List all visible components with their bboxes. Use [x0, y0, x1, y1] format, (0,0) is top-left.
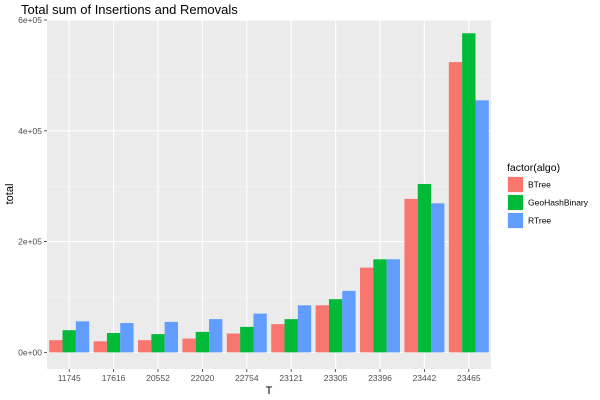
bar-BTree-20552 [138, 340, 152, 353]
y-tick-label: 4e+05 [18, 126, 42, 136]
bar-RTree-11745 [75, 321, 90, 353]
x-tick-label: 11745 [58, 373, 81, 383]
bar-BTree-11745 [49, 340, 63, 353]
x-tick-label: 22020 [191, 373, 215, 383]
bar-RTree-23121 [297, 305, 312, 353]
bar-BTree-23305 [315, 305, 329, 353]
bar-GeoHashBinary-23465 [462, 33, 476, 353]
y-axis: 0e+00 2e+05 4e+05 6e+05 [18, 15, 47, 357]
bar-BTree-23121 [271, 324, 285, 353]
x-axis: 11745 17616 20552 22020 22754 23121 23305 23396… [58, 369, 481, 383]
bar-BTree-23465 [448, 62, 463, 353]
chart-title: Total sum of Insertions and Removals [21, 2, 238, 17]
legend-swatch-GeoHashBinary [508, 195, 523, 210]
y-tick-label: 2e+05 [18, 237, 42, 247]
x-tick-label: 23305 [324, 373, 348, 383]
bar-RTree-23396 [386, 259, 400, 353]
x-tick-label: 22754 [235, 373, 259, 383]
bar-BTree-17616 [93, 341, 107, 353]
bar-RTree-23465 [475, 100, 489, 353]
bar-GeoHashBinary-22020 [195, 331, 210, 353]
bar-GeoHashBinary-23396 [373, 259, 387, 353]
legend-label-RTree: RTree [528, 216, 551, 226]
x-tick-label: 23465 [457, 373, 481, 383]
bar-GeoHashBinary-23442 [417, 183, 432, 353]
bar-RTree-22754 [253, 313, 267, 353]
bar-BTree-22020 [182, 338, 196, 353]
x-axis-title: T [266, 385, 273, 397]
x-tick-label: 17616 [102, 373, 126, 383]
bar-BTree-23442 [404, 198, 418, 353]
bar-RTree-22020 [209, 319, 223, 353]
bar-GeoHashBinary-22754 [240, 326, 254, 353]
legend-label-GeoHashBinary: GeoHashBinary [528, 198, 589, 208]
legend-label-BTree: BTree [528, 180, 551, 190]
bar-GeoHashBinary-17616 [106, 332, 121, 353]
y-tick-label: 6e+05 [18, 15, 42, 25]
bar-RTree-23305 [342, 290, 356, 353]
bar-RTree-17616 [120, 323, 134, 353]
bar-BTree-23396 [360, 267, 374, 353]
bar-BTree-22754 [226, 333, 241, 353]
bars [49, 33, 489, 353]
x-tick-label: 23442 [413, 373, 437, 383]
bar-GeoHashBinary-11745 [62, 330, 76, 353]
bar-GeoHashBinary-23121 [284, 319, 298, 353]
legend: factor(algo) BTree GeoHashBinary RTree [507, 162, 589, 229]
bar-RTree-23442 [431, 203, 445, 353]
x-tick-label: 23396 [368, 373, 392, 383]
legend-swatch-BTree [508, 177, 523, 192]
x-tick-label: 20552 [146, 373, 170, 383]
legend-swatch-RTree [508, 213, 523, 228]
bar-GeoHashBinary-20552 [151, 334, 165, 353]
bar-GeoHashBinary-23305 [328, 299, 343, 353]
grid [47, 19, 491, 369]
bar-RTree-20552 [164, 321, 178, 353]
y-axis-title: total [4, 184, 16, 205]
x-tick-label: 23121 [279, 373, 303, 383]
y-tick-label: 0e+00 [18, 347, 42, 357]
legend-title: factor(algo) [507, 162, 560, 174]
